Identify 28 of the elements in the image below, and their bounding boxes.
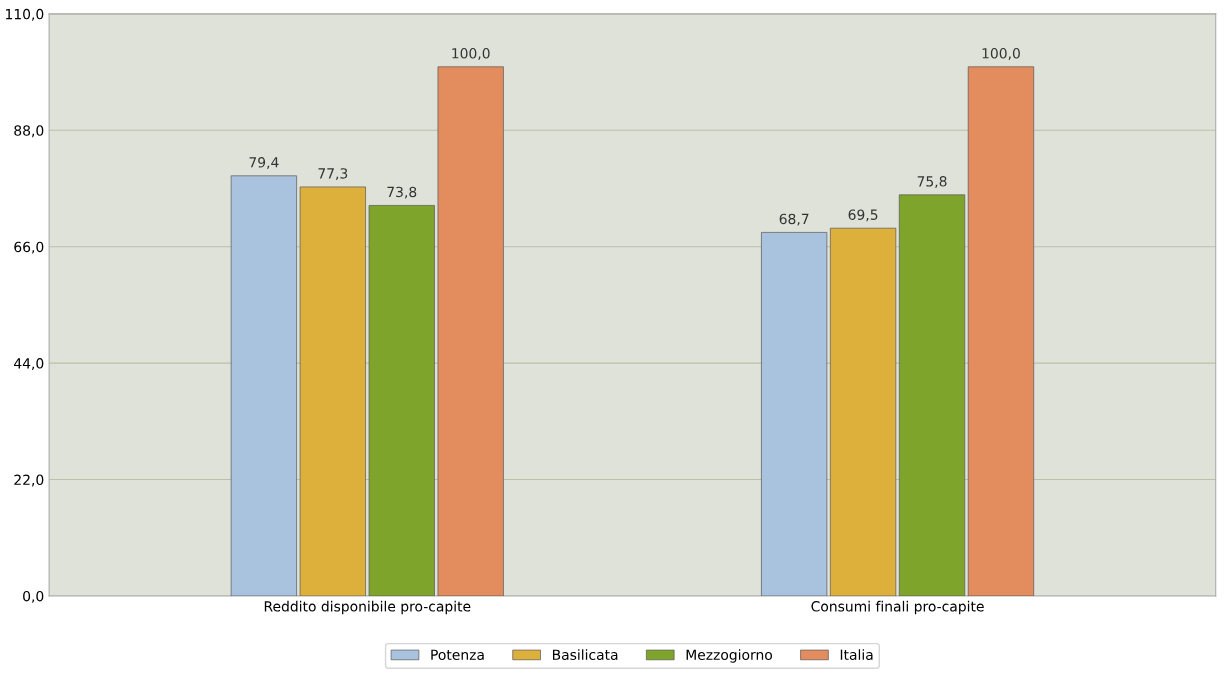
bar	[230, 175, 297, 596]
y-tick-label: 66,0	[14, 241, 44, 254]
data-label: 68,7	[779, 213, 809, 226]
bar	[829, 227, 897, 596]
data-label: 79,4	[249, 157, 279, 169]
x-tick-label: Consumi finali pro-capite	[811, 600, 984, 615]
data-label: 73,8	[387, 186, 417, 199]
legend-label: Basilicata	[552, 649, 618, 660]
bar	[437, 66, 504, 596]
legend-label: Potenza	[431, 649, 484, 660]
data-label: 77,3	[318, 168, 348, 181]
bar	[761, 232, 828, 596]
y-tick-label: 0,0	[23, 590, 44, 603]
data-label: 75,8	[917, 176, 947, 189]
y-tick-label: 44,0	[14, 358, 44, 371]
y-tick-label: 88,0	[14, 125, 44, 138]
bar	[299, 186, 366, 596]
data-label: 100,0	[452, 48, 490, 60]
y-tick-label: 110,0	[6, 8, 44, 21]
legend-label: Italia	[840, 649, 873, 660]
bar	[898, 194, 966, 596]
data-label: 100,0	[982, 48, 1020, 60]
x-tick-label: Reddito disponibile pro-capite	[264, 600, 471, 615]
data-label: 69,5	[848, 209, 878, 222]
y-tick-label: 22,0	[14, 474, 44, 487]
legend-label: Mezzogiorno	[686, 649, 773, 663]
bar	[368, 205, 435, 596]
bar	[967, 66, 1035, 596]
